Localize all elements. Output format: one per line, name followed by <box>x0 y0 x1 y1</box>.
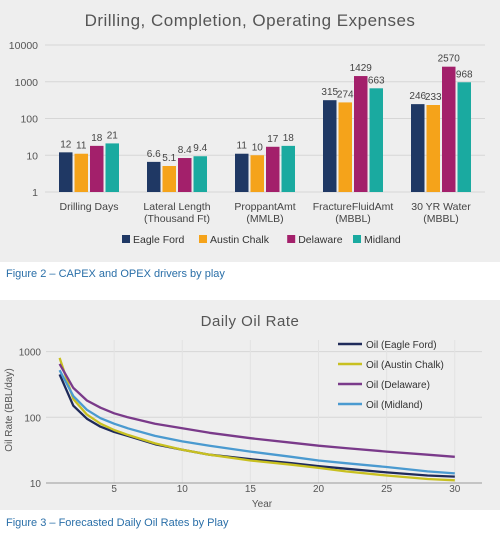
x-tick-label: 5 <box>111 484 117 495</box>
y-tick-label: 1 <box>32 187 38 199</box>
data-label: 2570 <box>438 54 461 65</box>
y-tick-label: 10000 <box>9 40 38 52</box>
bar <box>193 156 207 192</box>
figure-3-caption: Figure 3 – Forecasted Daily Oil Rates by… <box>6 517 229 529</box>
data-label: 18 <box>91 133 103 144</box>
category-label: Drilling Days <box>60 201 119 213</box>
bar <box>369 88 383 192</box>
legend-label: Oil (Midland) <box>366 400 423 411</box>
data-label: 6.6 <box>147 149 161 160</box>
bar <box>59 152 73 192</box>
series-line <box>58 363 455 458</box>
legend-swatch <box>287 235 296 243</box>
bar <box>281 145 295 192</box>
bar-chart: Drilling, Completion, Operating Expenses… <box>9 11 485 246</box>
data-label: 968 <box>456 69 473 80</box>
legend-label: Delaware <box>298 234 343 246</box>
bar <box>411 104 425 192</box>
bar <box>90 145 104 192</box>
bar <box>162 165 176 192</box>
bar <box>338 102 352 192</box>
data-label: 17 <box>267 134 279 145</box>
x-tick-label: 20 <box>313 484 325 495</box>
data-label: 21 <box>107 130 119 141</box>
data-label: 8.4 <box>178 145 192 156</box>
bar <box>235 153 249 192</box>
data-label: 9.4 <box>193 143 207 154</box>
y-tick-label: 1000 <box>15 77 39 89</box>
legend-label: Oil (Delaware) <box>366 380 430 391</box>
data-label: 663 <box>368 75 385 86</box>
series-line <box>58 369 455 475</box>
category-label: (MMLB) <box>246 213 283 225</box>
data-label: 5.1 <box>162 153 176 164</box>
bar <box>266 146 280 192</box>
legend-label: Oil (Austin Chalk) <box>366 360 444 371</box>
x-tick-label: 10 <box>177 484 189 495</box>
y-tick-label: 10 <box>26 150 38 162</box>
data-label: 246 <box>409 91 426 102</box>
category-label: Lateral Length <box>143 201 210 213</box>
bar <box>250 155 264 192</box>
y-tick-label: 100 <box>24 413 41 424</box>
y-tick-label: 100 <box>20 114 38 126</box>
data-label: 274 <box>337 89 354 100</box>
data-label: 11 <box>237 141 248 152</box>
category-label: 30 YR Water <box>411 201 471 213</box>
x-tick-label: 15 <box>245 484 257 495</box>
x-axis-label: Year <box>252 499 273 510</box>
data-label: 315 <box>321 87 338 98</box>
y-tick-label: 1000 <box>19 348 42 359</box>
chart-title: Daily Oil Rate <box>201 313 300 330</box>
bar <box>426 104 440 192</box>
data-label: 12 <box>60 139 72 150</box>
bar <box>178 158 192 192</box>
legend-swatch <box>353 235 361 243</box>
bar <box>354 76 368 192</box>
bar-chart-panel: Drilling, Completion, Operating Expenses… <box>0 0 500 262</box>
x-tick-label: 30 <box>449 484 461 495</box>
figure-2-caption: Figure 2 – CAPEX and OPEX drivers by pla… <box>6 268 225 280</box>
legend-label: Oil (Eagle Ford) <box>366 340 437 351</box>
legend-swatch <box>199 235 207 243</box>
bar <box>147 161 161 192</box>
category-label: (Thousand Ft) <box>144 213 210 225</box>
data-label: 11 <box>76 141 87 152</box>
bar <box>323 100 337 192</box>
category-label: (MBBL) <box>335 213 371 225</box>
bar <box>442 66 456 192</box>
data-label: 10 <box>252 142 264 153</box>
x-tick-label: 25 <box>381 484 393 495</box>
legend-label: Eagle Ford <box>133 234 185 246</box>
category-label: ProppantAmt <box>234 201 295 213</box>
y-axis-label: Oil Rate (BBL/day) <box>4 368 15 451</box>
bar <box>105 143 119 192</box>
category-label: FractureFluidAmt <box>313 201 394 213</box>
legend-label: Midland <box>364 234 401 246</box>
data-label: 233 <box>425 92 442 103</box>
legend-label: Austin Chalk <box>210 234 270 246</box>
y-tick-label: 10 <box>30 479 42 490</box>
line-chart-panel: Daily Oil Rate 10 100 1000 5 10 15 20 25 30 Year Oi… <box>0 300 500 510</box>
category-label: (MBBL) <box>423 213 459 225</box>
data-label: 18 <box>283 133 295 144</box>
legend-swatch <box>122 235 130 243</box>
series-line <box>58 357 455 482</box>
line-chart: Daily Oil Rate 10 100 1000 5 10 15 20 25 30 Year Oi… <box>4 313 482 510</box>
bar <box>74 153 88 192</box>
bar <box>457 82 471 192</box>
chart-title: Drilling, Completion, Operating Expenses <box>85 11 416 30</box>
data-label: 1429 <box>350 63 373 74</box>
